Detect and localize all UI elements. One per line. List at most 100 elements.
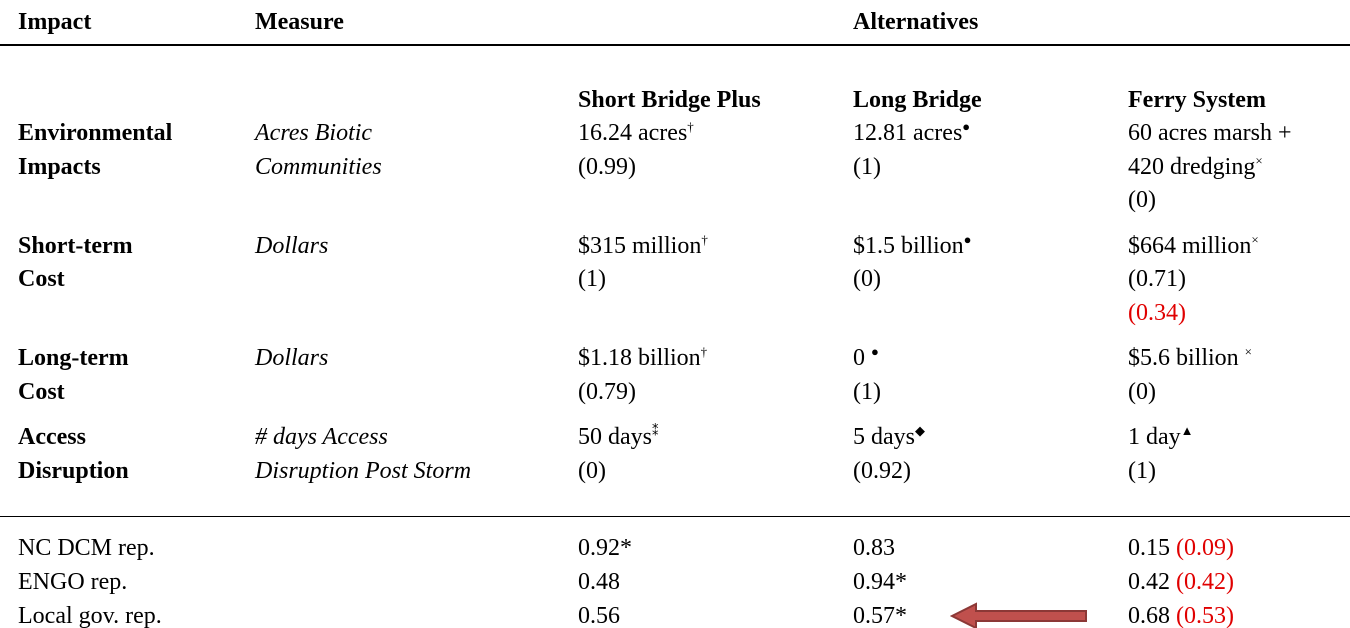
measure-label: Acres Biotic: [255, 120, 373, 146]
rep-name: ENGO rep.: [18, 569, 128, 595]
cell-text: $664 million: [1128, 232, 1252, 259]
cell-line: $1.18 billion†: [578, 341, 707, 375]
alt-value: (0.09): [1176, 535, 1234, 561]
footnote-mark: ▲: [1180, 423, 1194, 438]
cell-text: 0.42: [1128, 569, 1176, 595]
cell-text: 0.48: [578, 569, 620, 595]
cell-text: $5.6 billion: [1128, 345, 1245, 371]
footnote-mark: ×: [1244, 344, 1253, 359]
impact-label: Cost: [18, 266, 65, 292]
impact-label: Long-term: [18, 345, 129, 371]
footnote-mark: ×: [1251, 231, 1259, 247]
impact-label: Access: [18, 424, 86, 450]
rep-score: 0.83: [853, 531, 895, 565]
cell-text: 12.81 acres: [853, 120, 963, 146]
cell-text: 0.92*: [578, 535, 632, 561]
cell-line: (0.71): [1128, 262, 1186, 296]
header-impact: Impact: [18, 9, 92, 35]
cell-line: $1.5 billion●: [853, 229, 972, 263]
footnote-mark: †: [701, 231, 708, 247]
cell-text: 0.94*: [853, 569, 907, 595]
cell-text: (0): [1128, 187, 1156, 213]
footnote-mark: ⁑: [652, 423, 659, 438]
rep-name: Local gov. rep.: [18, 603, 162, 628]
cell-text: 16.24 acres: [578, 120, 688, 146]
cell-line: 0 ●: [853, 341, 879, 375]
cell-line: 50 days⁑: [578, 420, 659, 454]
cell-text: (0): [1128, 378, 1156, 405]
alternative-name: Short Bridge Plus: [578, 87, 761, 113]
cell-text: 0.15: [1128, 535, 1176, 561]
cell-line: (1): [1128, 454, 1156, 488]
alt-value: (0.34): [1128, 299, 1186, 326]
cell-line: 60 acres marsh +: [1128, 116, 1291, 150]
cell-line: (0.99): [578, 150, 636, 184]
cell-text: (0): [853, 266, 881, 292]
footnote-mark: ×: [1255, 152, 1263, 168]
rep-name: NC DCM rep.: [18, 535, 155, 561]
cell-line: $5.6 billion ×: [1128, 341, 1252, 375]
footnote-mark: ◆: [915, 423, 925, 438]
section-rule: [0, 516, 1350, 517]
measure-label: Dollars: [255, 232, 329, 259]
cell-line: 1 day▲: [1128, 420, 1194, 454]
cell-line: 12.81 acres●: [853, 116, 970, 150]
header-alternatives: Alternatives: [853, 9, 979, 35]
cell-text: 0.56: [578, 603, 620, 628]
alt-value: (0.53): [1176, 603, 1234, 628]
measure-label: Dollars: [255, 345, 329, 371]
cell-text: $1.5 billion: [853, 232, 964, 259]
impact-label: Environmental: [18, 120, 173, 146]
cell-text: (0.92): [853, 457, 911, 484]
measure-label: Disruption Post Storm: [255, 457, 472, 484]
cell-text: 0.57*: [853, 603, 907, 628]
cell-text: (1): [1128, 457, 1156, 484]
alternative-name: Long Bridge: [853, 87, 982, 113]
cell-text: (1): [853, 378, 881, 405]
cell-line: 5 days◆: [853, 420, 925, 454]
cell-line: $664 million×: [1128, 229, 1259, 263]
arrow: [950, 602, 1087, 628]
cell-line: (0.34): [1128, 296, 1186, 330]
cell-text: 420 dredging: [1128, 153, 1256, 180]
header-rule: [0, 44, 1350, 46]
cell-text: 60 acres marsh +: [1128, 120, 1292, 146]
alt-value: (0.42): [1176, 569, 1234, 595]
rep-score: 0.92*: [578, 531, 632, 565]
alternative-name: Ferry System: [1128, 87, 1266, 113]
cell-line: $315 million†: [578, 229, 708, 263]
cell-text: (0.71): [1128, 266, 1186, 292]
cell-text: (1): [578, 266, 606, 292]
cell-text: (0.79): [578, 378, 636, 405]
cell-line: (1): [853, 375, 881, 409]
cell-line: (0): [853, 262, 881, 296]
header-measure: Measure: [255, 9, 344, 35]
cell-line: (1): [578, 262, 606, 296]
cell-text: 0.68: [1128, 603, 1176, 628]
impact-label: Disruption: [18, 457, 129, 484]
footnote-mark: †: [687, 119, 694, 134]
cell-text: 50 days: [578, 424, 652, 450]
cell-line: (0.92): [853, 454, 911, 488]
cell-text: (1): [853, 153, 881, 180]
cell-line: (0): [578, 454, 606, 488]
cell-text: $315 million: [578, 232, 702, 259]
cell-text: 5 days: [853, 424, 915, 450]
footnote-mark: ●: [963, 231, 972, 247]
measure-label: # days Access: [255, 424, 388, 450]
cell-line: (0): [1128, 375, 1156, 409]
footnote-mark: ●: [962, 119, 971, 134]
cell-text: 0.83: [853, 535, 895, 561]
cell-text: (0): [578, 457, 606, 484]
rep-score: 0.94*: [853, 565, 907, 599]
impact-label: Impacts: [18, 153, 101, 180]
rep-score: 0.57*: [853, 599, 907, 628]
measure-label: Communities: [255, 153, 382, 180]
cell-text: $1.18 billion: [578, 345, 701, 371]
cell-line: (0.79): [578, 375, 636, 409]
cell-line: 16.24 acres†: [578, 116, 694, 150]
cell-text: 1 day: [1128, 424, 1181, 450]
impact-label: Cost: [18, 378, 65, 405]
rep-score: 0.42 (0.42): [1128, 565, 1234, 599]
